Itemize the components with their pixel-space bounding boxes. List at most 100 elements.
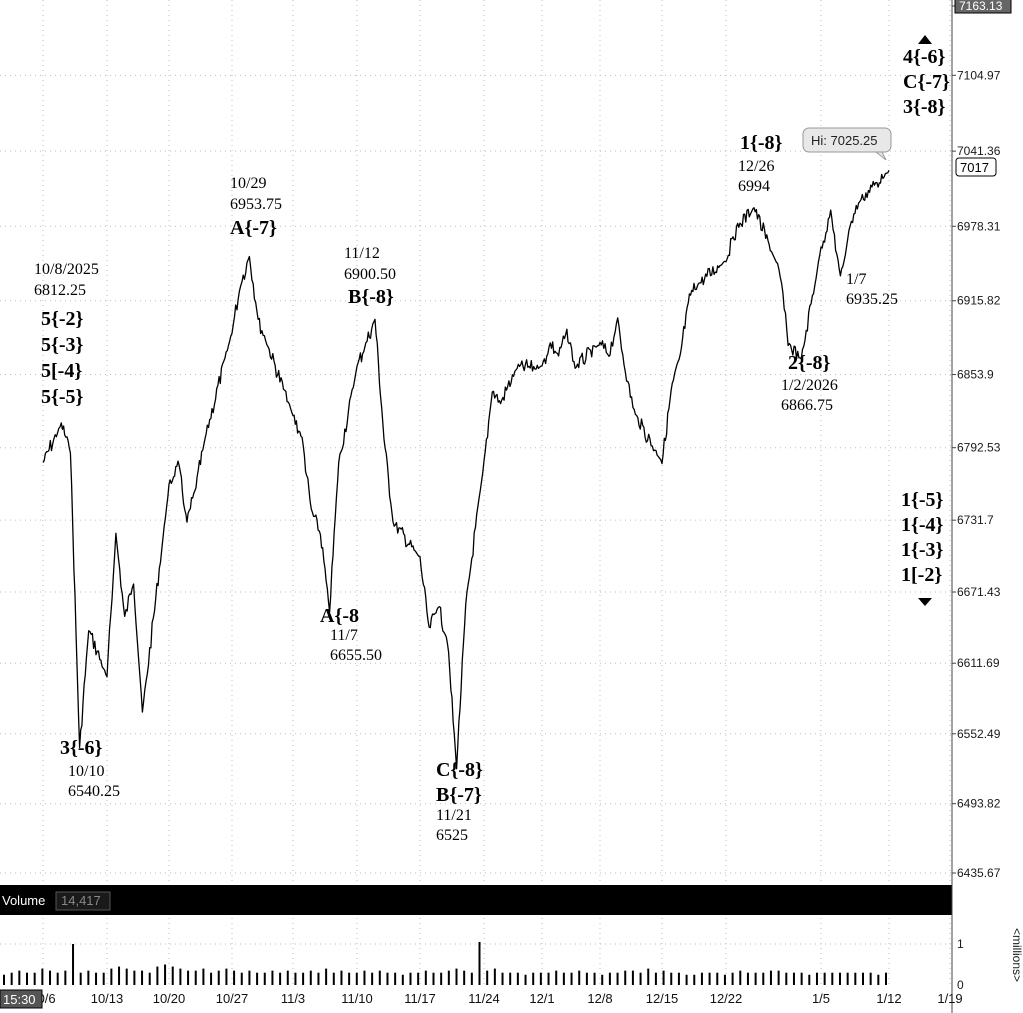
price-tick-label: 6853.9 xyxy=(957,368,994,382)
volume-axis: 1 0 <millions> xyxy=(957,928,1023,992)
annotation-text: 6525 xyxy=(436,827,468,844)
price-tick-label: 6435.67 xyxy=(957,866,1001,880)
time-tick-label: 11/24 xyxy=(468,991,500,1006)
time-tick-label: 12/8 xyxy=(587,991,612,1006)
volume-label: Volume xyxy=(2,893,45,908)
volume-tick-label: 0 xyxy=(957,978,964,992)
current-price-tag: 7017 xyxy=(955,157,997,177)
time-tick-label: 10/13 xyxy=(91,991,124,1006)
price-series xyxy=(42,170,890,770)
price-tick-label: 6978.31 xyxy=(957,219,1001,233)
wave-label: 1{-5} xyxy=(901,489,944,511)
wave-label: 5[-4} xyxy=(41,360,82,382)
wave-annotation: 10/29 6953.75 A{-7} xyxy=(230,175,282,239)
wave-annotation: 1/7 6935.25 xyxy=(846,271,898,308)
wave-label: 5{-2} xyxy=(41,308,84,330)
wave-annotation: 10/10 6540.25 3{-6} xyxy=(60,737,120,800)
wave-label: A{-7} xyxy=(230,217,277,239)
wave-annotation: 11/12 6900.50 B{-8} xyxy=(344,245,396,308)
wave-annotation: 10/8/2025 6812.25 5{-2} 5{-3} 5[-4} 5{-5} xyxy=(34,261,99,408)
annotation-text: 6812.25 xyxy=(34,282,86,299)
time-tick-label: 11/17 xyxy=(404,991,436,1006)
volume-tick-label: 1 xyxy=(957,937,964,951)
annotation-text: 12/26 xyxy=(738,158,774,175)
price-tick-label: 7104.97 xyxy=(957,68,1001,82)
annotation-text: 1/7 xyxy=(846,271,866,288)
annotation-text: 10/10 xyxy=(68,763,104,780)
annotation-text: 6994 xyxy=(738,178,770,195)
price-tick-label: 6611.69 xyxy=(957,656,1000,670)
annotation-text: 10/8/2025 xyxy=(34,261,99,278)
annotation-text: 11/21 xyxy=(436,807,472,824)
time-tick-label: 11/10 xyxy=(341,991,373,1006)
annotation-text: 10/29 xyxy=(230,175,266,192)
wave-label: A{-8 xyxy=(320,605,359,627)
annotation-text: 6935.25 xyxy=(846,291,898,308)
time-tick-label: 10/20 xyxy=(153,991,186,1006)
time-tick-label: 12/1 xyxy=(529,991,554,1006)
annotation-text: 6900.50 xyxy=(344,266,396,283)
wave-annotations: 10/8/2025 6812.25 5{-2} 5{-3} 5[-4} 5{-5} 10/1… xyxy=(34,46,950,844)
wave-annotation: 1{-5} 1{-4} 1{-3} 1[-2} xyxy=(901,489,944,586)
wave-label: 1{-4} xyxy=(901,514,944,536)
time-corner-box xyxy=(0,989,43,1009)
high-callout: Hi: 7025.25 xyxy=(802,127,892,161)
time-tick-label: 11/3 xyxy=(281,991,305,1006)
price-tick-label: 6671.43 xyxy=(957,585,1001,599)
time-tick-label: 10/27 xyxy=(216,991,249,1006)
top-price-box xyxy=(954,0,1012,14)
price-tick-label: 6493.82 xyxy=(957,797,1001,811)
annotation-text: 6655.50 xyxy=(330,647,382,664)
high-label: Hi: 7025.25 xyxy=(811,133,878,148)
wave-label: 4{-6} xyxy=(903,46,946,68)
time-tick-label: 1/5 xyxy=(812,991,830,1006)
time-corner-label: 15:30 xyxy=(3,992,36,1007)
wave-label: 3{-6} xyxy=(60,737,103,759)
price-tick-label: 6792.53 xyxy=(957,441,1001,455)
wave-label: 1{-3} xyxy=(901,539,944,561)
price-tick-label: 6915.82 xyxy=(957,294,1001,308)
wave-label: 5{-3} xyxy=(41,334,84,356)
wave-label: 1{-8} xyxy=(740,132,783,154)
annotation-text: 11/7 xyxy=(330,627,358,644)
time-tick-label: 1/12 xyxy=(876,991,901,1006)
volume-unit-label: <millions> xyxy=(1010,928,1023,982)
annotation-text: 6953.75 xyxy=(230,196,282,213)
wave-annotation: 12/26 6994 1{-8} xyxy=(738,132,783,195)
wave-annotation: 11/21 6525 C{-8} B{-7} xyxy=(436,759,483,844)
arrow-up-icon xyxy=(918,35,932,44)
wave-label: 3{-8} xyxy=(903,96,946,118)
wave-label: B{-7} xyxy=(436,784,482,806)
time-tick-label: 1/19 xyxy=(937,991,962,1006)
volume-value: 14,417 xyxy=(61,893,101,908)
wave-annotation: 4{-6} C{-7} 3{-8} xyxy=(903,46,950,118)
annotation-text: 1/2/2026 xyxy=(781,377,838,394)
price-tick-label: 6552.49 xyxy=(957,727,1001,741)
annotation-text: 11/12 xyxy=(344,245,380,262)
price-line xyxy=(42,170,890,770)
price-tick-label: 6731.7 xyxy=(957,513,994,527)
annotation-text: 6866.75 xyxy=(781,397,833,414)
wave-label: C{-7} xyxy=(903,71,950,93)
wave-annotation: 11/7 6655.50 A{-8 xyxy=(320,605,382,664)
volume-grid-lines xyxy=(0,918,952,985)
wave-label: 5{-5} xyxy=(41,386,84,408)
annotation-text: 6540.25 xyxy=(68,783,120,800)
volume-bars xyxy=(3,941,887,985)
wave-label: B{-8} xyxy=(348,286,394,308)
volume-value-box xyxy=(55,891,111,911)
volume-header-bar xyxy=(0,885,952,915)
time-tick-label: 12/15 xyxy=(646,991,679,1006)
price-tick-label: 7163.13 xyxy=(959,0,1003,13)
wave-label: 1[-2} xyxy=(901,564,942,586)
wave-label: 2{-8} xyxy=(788,352,831,374)
price-axis: 7163.13 7104.97 7041.36 6978.31 6915.82 6853.… xyxy=(952,0,1012,880)
wave-annotation: 1/2/2026 6866.75 2{-8} xyxy=(781,352,838,414)
wave-label: C{-8} xyxy=(436,759,483,781)
time-axis: 10/6 10/13 10/20 10/27 11/3 11/10 11/17 11/24 12… xyxy=(30,991,962,1006)
price-tick-label: 7041.36 xyxy=(957,144,1001,158)
time-tick-label: 12/22 xyxy=(710,991,743,1006)
arrow-down-icon xyxy=(918,598,932,606)
